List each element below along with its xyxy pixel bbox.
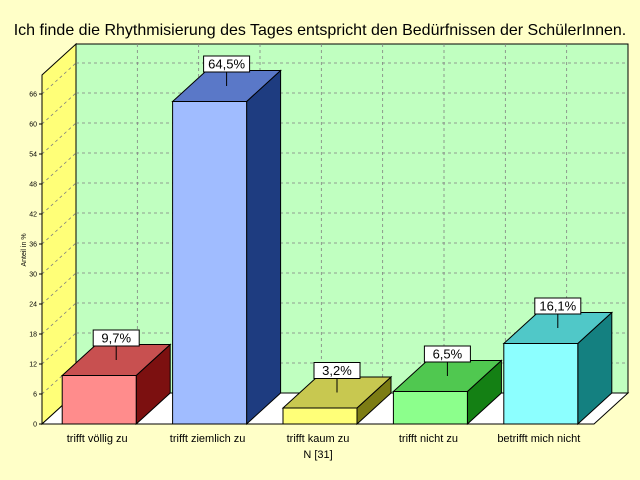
value-label: 16,1%: [539, 299, 576, 314]
y-tick-label: 6: [33, 392, 37, 399]
y-tick-label: 60: [29, 122, 37, 129]
value-label-box: [313, 362, 361, 379]
grid-line-wall: [41, 272, 77, 305]
bars: [60, 69, 614, 426]
grid-line-wall: [41, 182, 77, 215]
bar: [502, 311, 614, 426]
bar-front: [61, 375, 137, 425]
y-tick-label: 18: [29, 332, 37, 339]
y-tick-label: 30: [29, 272, 37, 279]
y-tick-label: 54: [29, 152, 37, 159]
grid-line-wall: [41, 242, 77, 275]
y-tick-label: 0: [33, 422, 37, 429]
value-label: 9,7%: [101, 331, 131, 346]
grid-line-wall: [41, 302, 77, 335]
grid-line-wall: [41, 62, 77, 95]
bar-front: [392, 391, 468, 425]
category-label: trifft völlig zu: [67, 433, 128, 445]
category-label: trifft kaum zu: [287, 433, 350, 445]
value-label: 3,2%: [322, 363, 352, 378]
grid-line-wall: [41, 212, 77, 245]
value-label: 6,5%: [433, 347, 463, 362]
y-tick-label: 48: [29, 182, 37, 189]
text-labels: 0 6 12 18 24 30 36 42 48 54 60 66 9,7% trifft völlig …: [29, 55, 582, 461]
chart-title: Ich finde die Rhythmisierung des Tages e…: [14, 22, 627, 39]
bar-side: [246, 69, 282, 426]
value-label: 64,5%: [208, 57, 245, 72]
category-label: trifft nicht zu: [399, 433, 458, 445]
y-tick-label: 42: [29, 212, 37, 219]
value-label-box: [203, 55, 251, 73]
y-tick-label: 12: [29, 362, 37, 369]
grid-line-wall: [41, 152, 77, 185]
category-label: trifft ziemlich zu: [170, 433, 246, 445]
bar: [171, 69, 282, 426]
grid-line-wall: [41, 332, 77, 365]
value-label-box: [92, 329, 140, 347]
bar-front: [282, 407, 358, 425]
y-tick-label: 36: [29, 242, 37, 249]
value-label-box: [534, 297, 582, 315]
y-tick-label: 66: [29, 92, 37, 99]
bar-front: [503, 343, 579, 425]
y-tick-label: 24: [29, 302, 37, 309]
y-axis-label: Anteil in %: [21, 233, 28, 266]
value-label-box: [423, 345, 471, 363]
sample-size-label: N [31]: [303, 449, 332, 461]
grid-line-wall: [41, 92, 77, 125]
category-label: betrifft mich nicht: [497, 433, 580, 445]
bar-front: [172, 101, 248, 425]
grid-line-wall: [41, 122, 77, 155]
